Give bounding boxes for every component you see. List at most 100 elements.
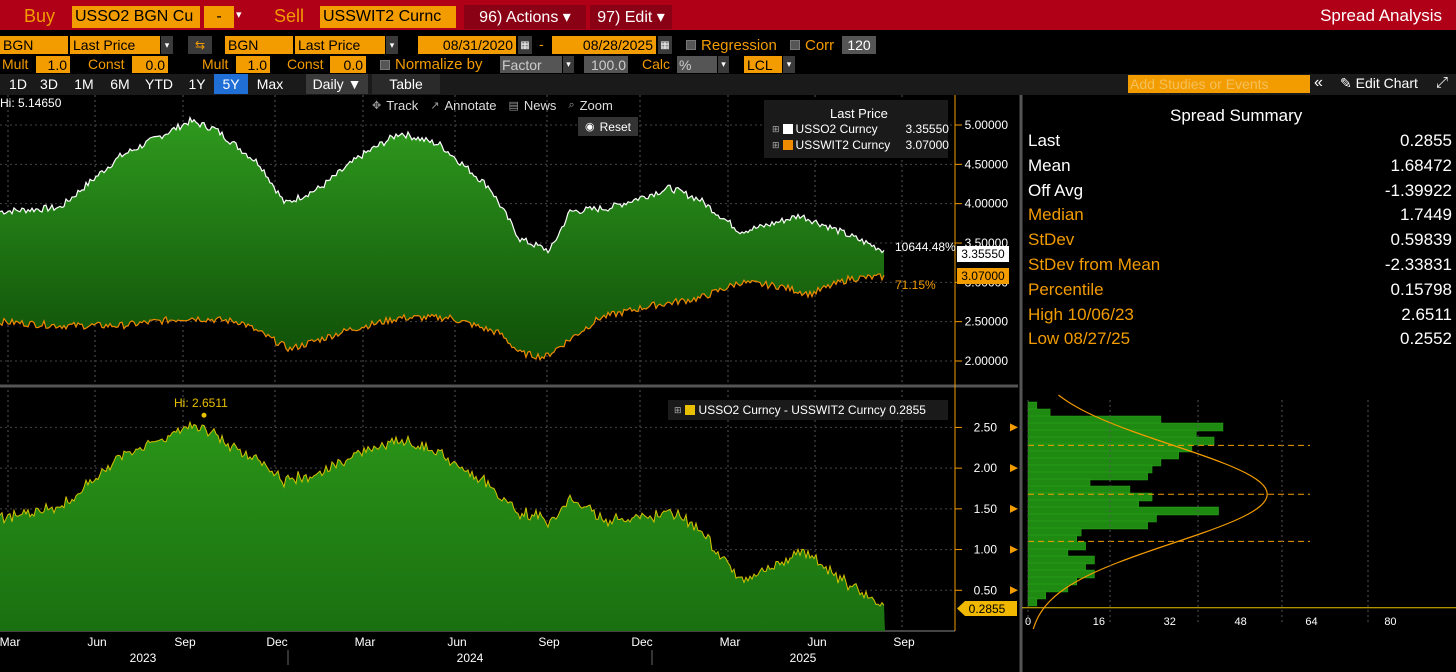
summary-value: 1.68472 — [1390, 155, 1452, 175]
normalize-label: Normalize by — [395, 56, 483, 73]
buy-dropdown[interactable]: - — [204, 6, 234, 28]
x-tick-year: 2025 — [790, 651, 817, 665]
actions-menu-button[interactable]: 96) Actions ▾ — [464, 5, 586, 29]
period-button-5y[interactable]: 5Y — [214, 74, 248, 94]
summary-value: 0.2855 — [1400, 131, 1452, 150]
normalize-method-select[interactable]: Factor — [500, 56, 562, 73]
summary-row: StDev from Mean -2.33831 — [1028, 255, 1452, 279]
y-tick-arrow-icon — [1010, 464, 1018, 473]
legend-value: 3.35550 — [905, 122, 949, 136]
hist-x-tick: 48 — [1235, 616, 1247, 628]
summary-row: Mean 1.68472 — [1028, 156, 1452, 180]
legend-expand-icon[interactable]: ⊞ — [674, 404, 682, 415]
const2-label: Const — [287, 56, 324, 72]
const1-label: Const — [88, 56, 125, 72]
calc-dropdown-icon[interactable]: ▾ — [718, 56, 729, 73]
legend-expand-icon[interactable]: ⊞ — [772, 139, 780, 150]
calc-select[interactable]: % — [677, 56, 717, 73]
annotate-icon: ↗ — [430, 99, 440, 112]
buy-dropdown-arrow-icon[interactable]: ▾ — [236, 9, 242, 21]
edit-menu-button[interactable]: 97) Edit ▾ — [590, 5, 672, 29]
field1-dropdown-icon[interactable]: ▾ — [161, 36, 173, 54]
corr-window-field[interactable]: 120 — [842, 36, 876, 54]
last-price-badge-usso2: 3.35550 — [957, 246, 1009, 262]
lower-y-tick: 2.50 — [974, 420, 998, 434]
collapse-icon[interactable]: « — [1314, 74, 1323, 91]
mult1-field[interactable]: 1.0 — [36, 56, 70, 73]
sell-security-field[interactable]: USSWIT2 Curnc — [320, 6, 456, 28]
legend-swatch — [782, 124, 793, 134]
summary-key: Low 08/27/25 — [1028, 329, 1131, 349]
period-button-1y[interactable]: 1Y — [188, 76, 206, 92]
track-icon: ✥ — [372, 99, 382, 112]
spread-high-marker — [201, 412, 207, 418]
hist-x-tick: 16 — [1093, 616, 1105, 628]
period-button-1d[interactable]: 1D — [9, 76, 27, 92]
source1-field[interactable]: BGN — [0, 36, 68, 54]
normalize-checkbox[interactable] — [380, 59, 390, 70]
const2-field[interactable]: 0.0 — [330, 56, 366, 73]
buy-security-field[interactable]: USSO2 BGN Cu — [72, 6, 200, 28]
edit-chart-button[interactable]: ✎ Edit Chart — [1340, 75, 1418, 91]
legend-expand-icon[interactable]: ⊞ — [772, 123, 780, 134]
track-button[interactable]: ✥ Track — [372, 98, 418, 113]
summary-row: StDev 0.59839 — [1028, 230, 1452, 254]
summary-value: 0.2552 — [1400, 329, 1452, 349]
zoom-label: Zoom — [579, 97, 613, 113]
swap-icon[interactable]: ⇆ — [188, 36, 212, 54]
period-button-6m[interactable]: 6M — [110, 76, 130, 92]
frequency-select[interactable]: Daily ▼ — [306, 74, 368, 94]
usso2-line[interactable] — [0, 115, 885, 254]
period-button-max[interactable]: Max — [256, 76, 284, 92]
upper-legend: Last Price ⊞ USSO2 Curncy 3.35550 ⊞ USSW… — [764, 100, 949, 158]
legend-item-usso2[interactable]: ⊞ USSO2 Curncy 3.35550 — [772, 122, 949, 136]
normalize-value-field[interactable]: 100.0 — [584, 56, 628, 73]
mult2-label: Mult — [202, 56, 229, 72]
start-calendar-icon[interactable]: ▦ — [518, 36, 532, 54]
mult1-label: Mult — [2, 56, 29, 72]
end-calendar-icon[interactable]: ▦ — [658, 36, 672, 54]
field2-dropdown-icon[interactable]: ▾ — [386, 36, 398, 54]
currency-dropdown-icon[interactable]: ▾ — [783, 56, 795, 73]
add-studies-input[interactable]: Add Studies or Events — [1128, 75, 1310, 93]
table-button[interactable]: Table — [372, 74, 440, 94]
period-button-ytd[interactable]: YTD — [145, 76, 173, 92]
field1-select[interactable]: Last Price — [70, 36, 160, 54]
lower-legend[interactable]: ⊞ USSO2 Curncy - USSWIT2 Curncy 0.2855 — [668, 400, 948, 420]
zoom-button[interactable]: ⌕ Zoom — [568, 98, 612, 113]
legend-item-usswit2[interactable]: ⊞ USSWIT2 Curncy 3.07000 — [772, 138, 949, 152]
source2-field[interactable]: BGN — [225, 36, 293, 54]
currency-select[interactable]: LCL — [744, 56, 782, 73]
field2-select[interactable]: Last Price — [295, 36, 385, 54]
lower-y-tick: 2.00 — [974, 461, 998, 475]
legend-name: USSO2 Curncy — [795, 122, 878, 136]
period-button-3d[interactable]: 3D — [40, 76, 58, 92]
mult2-field[interactable]: 1.0 — [236, 56, 270, 73]
lower-y-tick: 1.00 — [974, 543, 998, 557]
x-tick-month: Jun — [807, 635, 826, 649]
maximize-icon[interactable]: ⤢ — [1436, 74, 1449, 91]
period-button-1m[interactable]: 1M — [74, 76, 94, 92]
corr-checkbox[interactable] — [790, 40, 800, 50]
news-button[interactable]: ▤ News — [509, 98, 557, 113]
x-tick-month: Mar — [720, 635, 741, 649]
regression-checkbox[interactable] — [686, 40, 696, 50]
usswit2-line[interactable] — [0, 273, 885, 361]
upper-y-tick: 2.50000 — [965, 315, 1009, 329]
last-spread-value: 0.2855 — [968, 601, 1006, 616]
summary-row: Low 08/27/25 0.2552 — [1028, 329, 1452, 353]
pct-annotation-usso2: 10644.48% — [895, 240, 956, 254]
spread-line[interactable] — [0, 420, 885, 607]
reset-button[interactable]: ◉ Reset — [578, 117, 638, 136]
y-tick-arrow-icon — [1010, 586, 1018, 595]
chart-toolbar: ✥ Track ↗ Annotate ▤ News ⌕ Zoom — [372, 96, 625, 114]
end-date-field[interactable]: 08/28/2025 — [552, 36, 656, 54]
date-range-dash: - — [539, 36, 544, 52]
top-bar — [0, 0, 1456, 30]
summary-row: Off Avg -1.39922 — [1028, 181, 1452, 205]
summary-key: StDev — [1028, 230, 1075, 250]
annotate-button[interactable]: ↗ Annotate — [430, 98, 496, 113]
const1-field[interactable]: 0.0 — [132, 56, 168, 73]
start-date-field[interactable]: 08/31/2020 — [418, 36, 516, 54]
normalize-dropdown-icon[interactable]: ▾ — [563, 56, 574, 73]
